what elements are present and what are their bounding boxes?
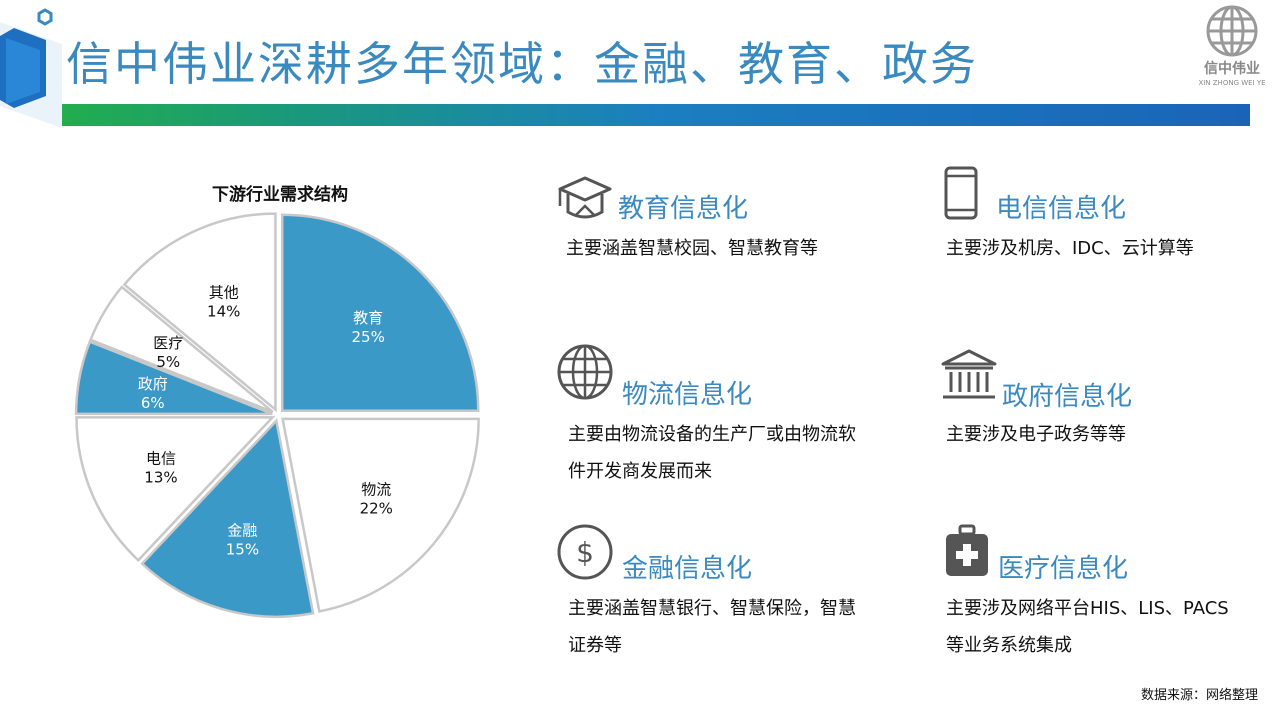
- pie-slice-医疗: [88, 285, 274, 414]
- chart-title: 下游行业需求结构: [212, 185, 348, 205]
- pie-category-label: 教育: [353, 309, 383, 327]
- feature-description: 主要涉及机房、IDC、云计算等: [946, 238, 1194, 259]
- svg-text:$: $: [576, 536, 594, 569]
- feature-description: 主要由物流设备的生产厂或由物流软 件开发商发展而来: [568, 424, 856, 482]
- mobile-phone-icon: [944, 166, 978, 220]
- pie-category-label: 其他: [209, 284, 239, 302]
- feature-title: 政府信息化: [1002, 382, 1133, 412]
- medical-kit-icon: [946, 524, 988, 576]
- feature-description: 主要涉及网络平台HIS、LIS、PACS 等业务系统集成: [946, 598, 1229, 656]
- pie-value-label: 5%: [156, 353, 180, 371]
- page-title: 信中伟业深耕多年领域：金融、教育、政务: [66, 37, 978, 91]
- title-underline-bar: [62, 104, 1250, 126]
- feature-description: 主要涉及电子政务等等: [946, 424, 1126, 445]
- pie-slice-金融: [140, 418, 315, 618]
- pie-value-label: 6%: [141, 394, 165, 412]
- brand-name: 信中伟业: [1204, 61, 1260, 77]
- pie-category-label: 电信: [146, 450, 176, 468]
- pie-category-label: 政府: [138, 375, 168, 393]
- feature-title: 医疗信息化: [998, 554, 1129, 584]
- feature-logistics: 物流信息化 主要由物流设备的生产厂或由物流软 件开发商发展而来: [556, 342, 886, 502]
- brand-logo: 信中伟业 XIN ZHONG WEI YE: [1196, 4, 1268, 96]
- brand-subtitle: XIN ZHONG WEI YE: [1198, 79, 1266, 87]
- pie-value-label: 15%: [226, 540, 259, 558]
- pie-slice-政府: [74, 340, 273, 416]
- feature-title: 金融信息化: [622, 554, 753, 584]
- pie-slice-其他: [122, 212, 277, 413]
- feature-description: 主要涵盖智慧银行、智慧保险，智慧 证券等: [568, 598, 856, 656]
- pie-slice-教育: [280, 213, 480, 413]
- pie-slice-电信: [75, 416, 276, 563]
- feature-finance: $ 金融信息化 主要涵盖智慧银行、智慧保险，智慧 证券等: [556, 522, 886, 682]
- pie-value-label: 14%: [207, 303, 240, 321]
- pie-slice-物流: [281, 417, 480, 613]
- globe-icon: [557, 344, 613, 400]
- feature-title: 教育信息化: [618, 194, 749, 224]
- globe-logo-icon: [1206, 5, 1258, 57]
- feature-government: 政府信息化 主要涉及电子政务等等: [940, 348, 1270, 468]
- feature-description: 主要涵盖智慧校园、智慧教育等: [566, 238, 818, 259]
- government-building-icon: [941, 349, 997, 399]
- data-source-note: 数据来源：网络整理: [1140, 688, 1258, 703]
- pie-chart: 下游行业需求结构 教育 25% 物流 22% 金融 15% 电信 13% 政府 6% 医疗 5% 其他 1…: [60, 170, 500, 630]
- graduation-cap-icon: [558, 176, 612, 219]
- pie-value-label: 25%: [351, 328, 384, 346]
- pie-value-label: 13%: [144, 469, 177, 487]
- pie-category-label: 金融: [227, 521, 257, 539]
- feature-title: 电信信息化: [996, 194, 1127, 224]
- feature-title: 物流信息化: [622, 380, 753, 410]
- feature-medical: 医疗信息化 主要涉及网络平台HIS、LIS、PACS 等业务系统集成: [942, 522, 1272, 682]
- pie-value-label: 22%: [360, 499, 393, 517]
- feature-telecom: 电信信息化 主要涉及机房、IDC、云计算等: [940, 166, 1270, 286]
- pie-category-label: 物流: [361, 480, 391, 498]
- feature-education: 教育信息化 主要涵盖智慧校园、智慧教育等: [556, 172, 876, 292]
- pie-category-label: 医疗: [153, 334, 183, 352]
- hexagon-logo-icon: [0, 8, 62, 128]
- dollar-icon: $: [557, 524, 613, 580]
